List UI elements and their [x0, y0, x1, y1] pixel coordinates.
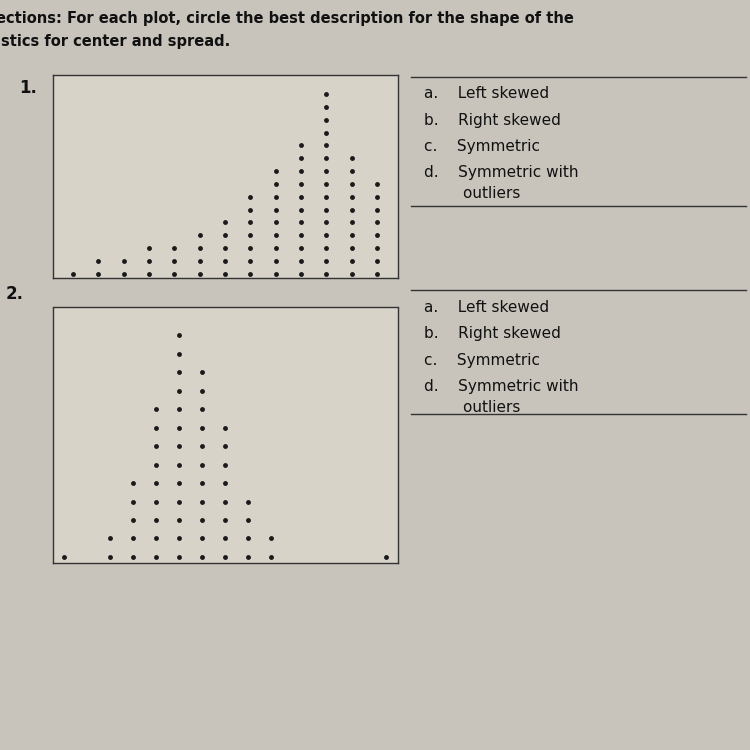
Text: 1.: 1. — [19, 79, 37, 97]
Text: outliers: outliers — [424, 400, 520, 415]
Text: a.    Left skewed: a. Left skewed — [424, 86, 549, 101]
Text: b.    Right skewed: b. Right skewed — [424, 112, 560, 128]
Text: istics for center and spread.: istics for center and spread. — [0, 34, 230, 49]
Text: d.    Symmetric with: d. Symmetric with — [424, 379, 578, 394]
Text: d.    Symmetric with: d. Symmetric with — [424, 165, 578, 180]
Text: c.    Symmetric: c. Symmetric — [424, 139, 540, 154]
Text: ections: For each plot, circle the best description for the shape of the: ections: For each plot, circle the best … — [0, 11, 574, 26]
Text: a.    Left skewed: a. Left skewed — [424, 300, 549, 315]
Text: 2.: 2. — [6, 285, 24, 303]
Text: c.    Symmetric: c. Symmetric — [424, 352, 540, 368]
Text: outliers: outliers — [424, 186, 520, 201]
Text: b.    Right skewed: b. Right skewed — [424, 326, 560, 341]
